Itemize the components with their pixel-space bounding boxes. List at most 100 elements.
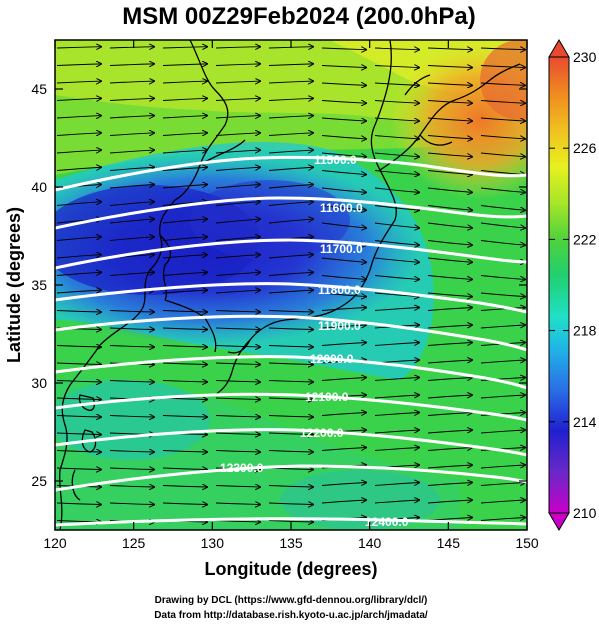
wind-arrow [268,503,313,505]
wind-arrow [427,430,472,434]
wind-arrow [268,202,313,206]
wind-arrow [321,257,366,262]
wind-arrow [162,272,207,276]
contour-label: 12200.0 [300,426,344,440]
wind-arrow [162,219,207,224]
wind-arrow [56,451,101,453]
wind-arrow [427,240,472,246]
wind-arrow [56,381,101,383]
wind-arrow [427,413,472,416]
wind-arrow [268,416,313,418]
wind-arrow [56,81,101,83]
contour-label: 11900.0 [318,319,361,333]
wind-arrow [162,416,207,418]
wind-arrow [374,205,419,211]
wind-arrow [56,416,101,418]
wind-arrow [374,448,419,451]
wind-arrow [268,486,313,488]
wind-arrow [56,116,101,118]
wind-arrow [215,184,260,189]
wind-arrow [427,325,472,329]
wind-arrow [162,290,207,294]
wind-arrow [480,187,525,192]
wind-arrow [56,47,101,48]
wind-arrow [56,363,101,365]
wind-arrow [109,81,154,83]
wind-arrow [374,343,419,346]
wind-arrow [56,398,101,400]
wind-arrow [321,117,366,121]
contour-line [55,428,527,457]
wind-arrow [215,290,260,294]
wind-arrow [56,64,101,66]
wind-arrow [215,150,260,154]
wind-arrow [321,170,366,175]
chart-title: MSM 00Z29Feb2024 (200.0hPa) [122,3,476,30]
wind-arrow [215,98,260,100]
wind-arrow [321,483,366,486]
wind-arrow [480,413,525,416]
wind-arrow [374,48,419,50]
wind-arrow [480,83,525,85]
wind-arrow [374,101,419,104]
wind-arrow [56,468,101,470]
wind-arrow [480,152,525,157]
wind-arrow [427,360,472,364]
wind-arrow [480,66,525,68]
wind-arrow [109,503,154,505]
wind-arrow [480,395,525,399]
colorbar-scale [548,56,570,514]
wind-vectors [56,47,525,523]
contour-label: 11600.0 [320,201,363,215]
wind-arrow [427,101,472,104]
wind-arrow [162,98,207,100]
wind-arrow [268,272,313,276]
wind-arrow [109,272,154,276]
wind-arrow [374,378,419,381]
wind-arrow [268,290,313,294]
wind-arrow [374,483,419,486]
wind-arrow [268,363,313,365]
wind-arrow [162,116,207,118]
wind-arrow [56,311,101,313]
wind-arrow [374,430,419,434]
wind-arrow [162,381,207,383]
y-tick-label: 30 [31,375,47,391]
wind-arrow [215,451,260,453]
wind-arrow [268,521,313,523]
wind-arrow [374,187,419,192]
y-tick-label: 25 [31,473,47,489]
x-axis-label: Longitude (degrees) [204,559,377,579]
colorbar: 210 214 218 222 226 230 [548,39,597,531]
wind-arrow [56,98,101,100]
wind-arrow [215,219,260,224]
wind-arrow [374,257,419,262]
colorbar-tick-label: 218 [573,323,597,339]
wind-arrow [427,448,472,451]
wind-arrow [162,503,207,505]
wind-arrow [162,81,207,83]
wind-arrow [56,433,101,435]
wind-arrow [215,116,260,118]
wind-arrow [321,66,366,68]
wind-arrow [109,451,154,453]
wind-arrow [374,240,419,246]
wind-arrow [215,363,260,365]
wind-arrow [109,416,154,418]
wind-arrow [374,83,419,85]
contour-line [55,355,527,390]
wind-arrow [427,152,472,157]
wind-arrow [374,275,419,280]
wind-arrow [268,451,313,453]
wind-arrow [480,240,525,246]
wind-arrow [109,116,154,118]
wind-arrow [215,311,260,313]
wind-arrow [321,500,366,504]
wind-arrow [321,83,366,85]
wind-arrow [427,135,472,139]
wind-arrow [480,448,525,451]
wind-arrow [109,219,154,224]
wind-arrow [321,308,366,311]
wind-arrow [109,486,154,488]
